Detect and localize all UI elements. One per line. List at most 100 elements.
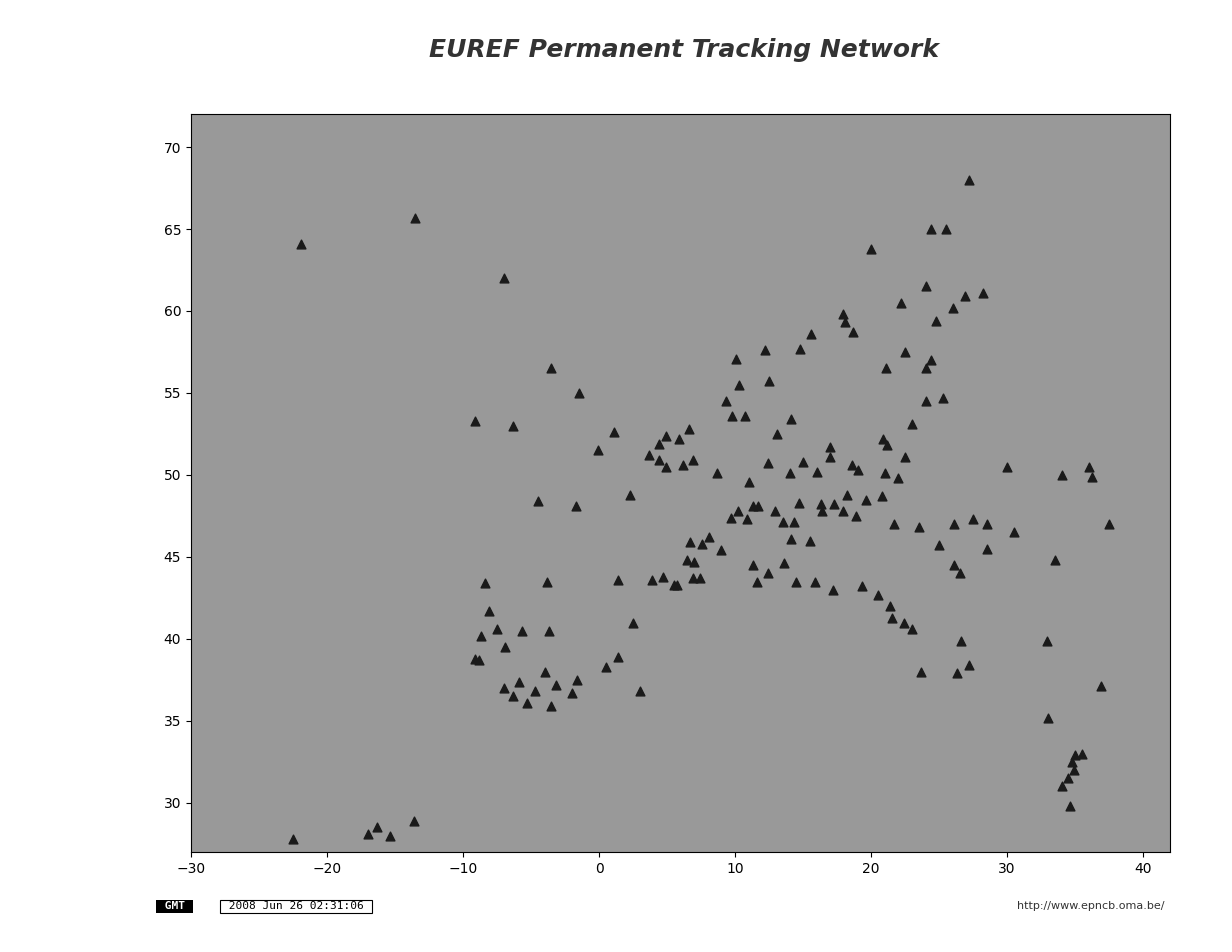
Point [934,390,954,406]
Point [768,426,787,442]
Point [936,222,956,237]
Point [1072,746,1092,762]
Point [772,515,792,530]
Point [759,374,779,389]
Point [739,474,759,489]
Point [790,495,809,510]
Point [653,569,673,585]
Point [872,488,892,504]
Point [882,610,902,625]
Point [291,236,310,251]
Point [664,577,684,592]
Point [479,604,499,619]
Point [877,438,897,453]
Point [1004,525,1024,540]
Point [922,222,941,237]
Point [729,377,749,392]
Point [639,447,659,463]
Point [843,458,862,473]
Point [494,270,514,286]
Point [542,361,562,376]
Point [876,361,896,376]
Point [758,565,777,581]
Point [700,529,719,545]
Point [801,327,821,342]
Point [973,286,993,301]
Point [743,499,763,514]
Point [685,554,705,569]
Point [604,425,623,440]
Text: EUREF Permanent Tracking Network: EUREF Permanent Tracking Network [429,38,939,62]
Point [716,393,736,408]
Point [649,436,669,451]
Point [912,664,931,680]
Point [885,517,904,532]
Point [469,653,489,668]
Point [1060,799,1079,814]
Point [947,665,967,681]
Point [894,615,914,630]
Point [824,497,844,512]
Point [546,677,565,692]
Point [359,826,378,842]
Point [535,664,554,680]
Point [758,456,777,471]
Point [765,504,785,519]
Point [774,556,793,571]
Point [727,351,747,367]
Point [1045,552,1064,567]
Point [896,449,915,465]
Point [851,579,871,594]
Point [1079,459,1099,474]
Point [807,464,827,479]
Point [784,515,803,530]
Point [562,685,582,701]
Point [781,411,801,426]
Point [811,497,830,512]
Point [960,658,979,673]
Point [621,487,641,503]
Point [588,443,607,458]
Point [963,511,983,526]
Point [823,582,843,597]
Point [1058,771,1078,786]
Point [747,574,766,589]
Point [1052,467,1072,483]
Point [667,577,686,592]
Point [379,828,399,843]
Point [404,813,424,828]
Point [734,408,754,424]
Point [569,386,589,401]
Point [743,558,763,573]
Point [712,543,732,558]
Point [748,499,768,514]
Point [929,538,949,553]
Point [471,628,490,644]
Point [998,459,1018,474]
Point [780,466,800,481]
Point [951,633,971,648]
Point [791,341,811,356]
Point [835,315,855,330]
Text: 2008 Jun 26 02:31:06: 2008 Jun 26 02:31:06 [222,902,371,911]
Point [1092,679,1111,694]
Point [683,452,702,467]
Point [405,210,425,226]
Point [950,565,970,581]
Point [902,622,922,637]
Point [786,574,806,589]
Point [367,820,387,835]
Point [565,499,585,514]
Point [487,622,506,637]
Point [683,570,702,585]
Point [1039,710,1058,725]
Point [781,531,801,546]
Point [678,552,697,567]
Point [942,300,962,315]
Point [690,570,710,585]
Point [283,831,303,846]
Point [495,640,515,655]
Point [844,325,864,340]
Text: GMT: GMT [158,902,191,911]
Point [821,449,840,465]
